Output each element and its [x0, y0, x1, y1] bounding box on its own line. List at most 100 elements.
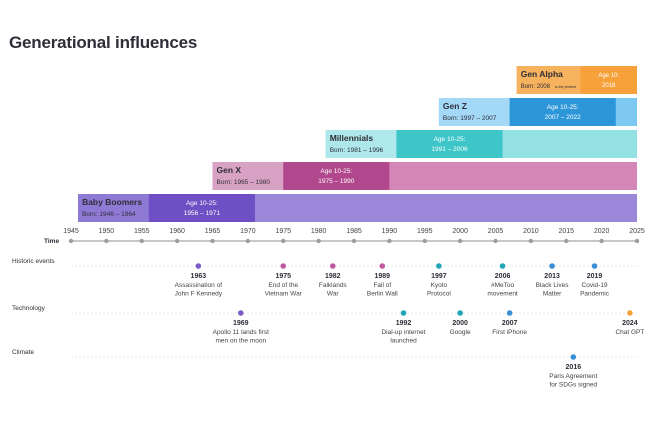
baby-boomers-name: Baby Boomers: [82, 197, 142, 207]
technology-marker-1969: [238, 310, 244, 316]
historic-events-event-label-1997-0: Kyoto: [431, 282, 448, 289]
tick-label-1985: 1985: [346, 228, 362, 235]
gen-alpha-age-range: 2018: [602, 83, 616, 89]
tick-label-1945: 1945: [63, 228, 79, 235]
historic-events-event-label-2013-0: Black Lives: [536, 282, 570, 289]
millennials-age-range: 1991 – 2006: [431, 146, 468, 153]
gen-z-age-range: 2007 – 2022: [545, 114, 582, 121]
tick-1965: [210, 238, 215, 244]
historic-events-event-year-2019: 2019: [587, 273, 603, 280]
tick-label-2025: 2025: [629, 228, 645, 235]
tick-1975: [281, 238, 286, 244]
tick-1950: [104, 238, 109, 244]
technology-marker-2024: [627, 310, 633, 316]
historic-events-event-label-1963-0: Assassination of: [175, 282, 223, 289]
historic-events-event-label-2013-1: Matter: [543, 291, 562, 298]
historic-events-event-year-2006: 2006: [495, 273, 511, 280]
tick-1995: [422, 238, 427, 244]
tick-1955: [139, 238, 144, 244]
axis-title: Time: [44, 238, 59, 245]
technology-event-label-1992-1: launched: [390, 338, 417, 345]
gen-x-age-range: 1975 – 1990: [318, 178, 355, 185]
tick-label-1990: 1990: [382, 228, 398, 235]
technology-event-year-2024: 2024: [622, 320, 638, 327]
tick-label-2005: 2005: [488, 228, 504, 235]
gen-z-name: Gen Z: [443, 101, 467, 111]
tick-2000: [457, 238, 463, 244]
technology-event-year-1992: 1992: [396, 320, 412, 327]
baby-boomers-age-segment: [148, 194, 255, 222]
gen-alpha-age-label: Age 10:: [598, 73, 619, 79]
historic-events-event-year-1963: 1963: [191, 273, 207, 280]
gen-x-name: Gen X: [217, 165, 242, 175]
tick-1985: [351, 238, 357, 244]
gen-z-age-label: Age 10-25:: [547, 104, 579, 111]
technology-event-label-1992-0: Dial-up internet: [381, 329, 425, 336]
technology-event-label-1969-1: men on the moon: [216, 338, 267, 345]
climate-event-label-2016-1: for SDGs signed: [549, 382, 597, 389]
historic-events-marker-1989: [379, 263, 386, 269]
historic-events-event-label-1989-0: Fall of: [373, 282, 391, 289]
millennials-born-range: Born: 1981 – 1996: [330, 147, 384, 154]
tick-1945: [68, 238, 74, 244]
tick-label-2015: 2015: [558, 228, 574, 235]
historic-events-event-label-1975-1: Vietnam War: [265, 291, 303, 298]
tick-label-1970: 1970: [240, 228, 256, 235]
page-title: Generational influences: [9, 33, 198, 52]
technology-event-label-2007-0: First iPhone: [492, 329, 527, 336]
historic-events-row-label: Historic events: [12, 258, 55, 265]
tick-label-1965: 1965: [205, 228, 221, 235]
historic-events-marker-1975: [280, 263, 287, 269]
technology-marker-2007: [506, 310, 513, 316]
technology-event-label-2000-0: Google: [450, 329, 471, 336]
climate-marker-2016: [570, 354, 577, 360]
millennials-name: Millennials: [330, 133, 374, 143]
tick-2010: [528, 238, 534, 244]
millennials-age-label: Age 10-25:: [434, 136, 466, 143]
technology-event-label-2024-0: Chat GPT: [615, 329, 644, 336]
tick-label-1955: 1955: [134, 228, 150, 235]
tick-label-1975: 1975: [275, 228, 291, 235]
technology-row-label: Technology: [12, 305, 46, 312]
historic-events-event-label-2019-1: Pandemic: [580, 291, 610, 298]
tick-label-1980: 1980: [311, 228, 327, 235]
gen-x-age-label: Age 10-25:: [320, 168, 352, 175]
historic-events-marker-1963: [195, 263, 202, 269]
tick-label-1950: 1950: [99, 228, 115, 235]
tick-label-1960: 1960: [169, 228, 185, 235]
tick-2025: [634, 238, 640, 244]
technology-event-year-2007: 2007: [502, 320, 518, 327]
gen-alpha-age-segment: [580, 66, 637, 94]
gen-alpha-born-segment: [516, 66, 581, 94]
baby-boomers-age-range: 1956 – 1971: [184, 210, 221, 217]
historic-events-event-year-2013: 2013: [544, 273, 560, 280]
baby-boomers-age-label: Age 10-25:: [186, 200, 218, 207]
historic-events-marker-2013: [549, 263, 555, 269]
historic-events-event-label-1997-1: Protocol: [427, 291, 451, 298]
climate-row-label: Climate: [12, 349, 34, 356]
climate-event-label-2016-0: Paris Agreement: [549, 373, 597, 380]
historic-events-event-label-1982-1: War: [327, 291, 340, 298]
historic-events-event-label-2006-1: movement: [487, 291, 518, 298]
tick-label-2020: 2020: [594, 228, 610, 235]
tick-label-1995: 1995: [417, 228, 433, 235]
gen-alpha-name: Gen Alpha: [521, 69, 563, 79]
technology-event-year-1969: 1969: [233, 320, 249, 327]
historic-events-event-label-1963-1: John F Kennedy: [175, 291, 223, 298]
tick-2020: [599, 238, 604, 244]
gen-alpha-born-range: Born: 2008: [521, 84, 551, 90]
tick-2005: [493, 238, 498, 244]
tick-label-2010: 2010: [523, 228, 539, 235]
baby-boomers-born-range: Born: 1946 – 1964: [82, 211, 136, 218]
historic-events-event-label-1975-0: End of the: [268, 282, 298, 289]
technology-event-label-1969-0: Apollo 11 lands first: [213, 329, 269, 336]
historic-events-event-year-1989: 1989: [375, 273, 391, 280]
gen-x-born-range: Born: 1965 – 1980: [217, 179, 271, 186]
millennials-age-segment: [396, 130, 503, 158]
gen-alpha-born-note: to the present: [555, 85, 576, 89]
historic-events-event-label-2006-0: #MeToo: [491, 282, 515, 289]
tick-2015: [564, 238, 569, 244]
gen-z-born-range: Born: 1997 – 2007: [443, 115, 497, 122]
tick-1960: [174, 238, 180, 244]
